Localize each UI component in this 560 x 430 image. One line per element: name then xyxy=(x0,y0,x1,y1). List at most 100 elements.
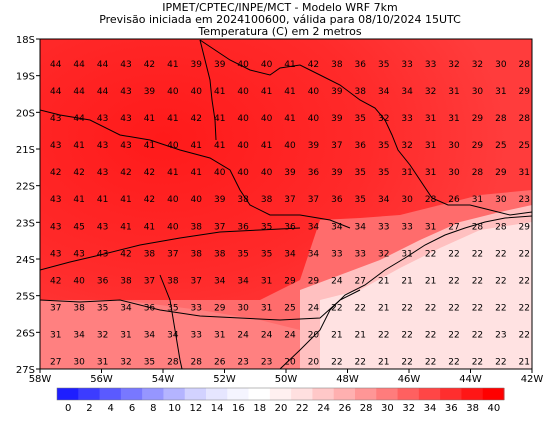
temperature-value: 36 xyxy=(355,141,367,151)
temperature-value: 33 xyxy=(401,60,412,70)
temperature-value: 40 xyxy=(237,141,249,151)
temperature-value: 35 xyxy=(355,195,366,205)
temperature-value: 35 xyxy=(355,114,366,124)
temperature-value: 34 xyxy=(331,222,343,232)
temperature-value: 29 xyxy=(472,141,484,151)
temperature-value: 43 xyxy=(120,141,131,151)
temperature-value: 41 xyxy=(144,141,155,151)
temperature-value: 43 xyxy=(120,87,131,97)
temperature-value: 38 xyxy=(355,87,367,97)
temperature-value: 31 xyxy=(425,114,436,124)
temperature-value: 28 xyxy=(495,222,507,232)
temperature-value: 40 xyxy=(167,195,179,205)
temperature-value: 31 xyxy=(448,87,459,97)
temperature-value: 22 xyxy=(448,276,459,286)
temperature-value: 37 xyxy=(167,249,178,259)
temperature-value: 28 xyxy=(519,60,531,70)
temperature-value: 39 xyxy=(191,60,203,70)
lat-label: 24S xyxy=(16,255,35,266)
temperature-value: 43 xyxy=(97,141,108,151)
temperature-value: 28 xyxy=(425,195,437,205)
colorbar-segment xyxy=(440,388,462,400)
lat-label: 25S xyxy=(16,292,35,303)
temperature-value: 45 xyxy=(73,222,84,232)
state-border-mid xyxy=(40,109,351,229)
temperature-value: 36 xyxy=(355,60,367,70)
longitude-axis: 58W 56W 54W 52W 50W 48W 46W 44W 42W xyxy=(29,369,544,385)
temperature-value: 31 xyxy=(97,358,108,368)
temperature-value: 28 xyxy=(519,114,531,124)
temperature-value: 24 xyxy=(261,330,273,340)
temperature-value: 30 xyxy=(237,303,249,313)
temperature-value: 41 xyxy=(191,141,202,151)
colorbar-label: 34 xyxy=(424,403,437,414)
temperature-value: 31 xyxy=(495,87,506,97)
temperature-value: 35 xyxy=(261,222,272,232)
temperature-value: 36 xyxy=(144,303,156,313)
temperature-value: 34 xyxy=(308,222,320,232)
colorbar-segment xyxy=(333,388,356,400)
colorbar-segment xyxy=(99,388,122,400)
temperature-value: 23 xyxy=(261,358,272,368)
temperature-value: 34 xyxy=(378,87,390,97)
temperature-value: 44 xyxy=(50,60,62,70)
temperature-value: 22 xyxy=(448,303,459,313)
temperature-value: 21 xyxy=(425,276,436,286)
temperature-value: 43 xyxy=(120,114,131,124)
temperature-value: 37 xyxy=(331,141,342,151)
temperature-value: 35 xyxy=(167,303,178,313)
temperature-value: 34 xyxy=(167,330,179,340)
temperature-value: 29 xyxy=(284,276,296,286)
temperature-value: 31 xyxy=(425,141,436,151)
state-border-south xyxy=(40,227,301,271)
temperature-value: 40 xyxy=(191,87,203,97)
borders xyxy=(40,39,532,369)
temperature-value: 30 xyxy=(495,60,507,70)
colorbar-label: 10 xyxy=(168,403,181,414)
temperature-values: 44 44 44 43 42 41 39 39 40 40 41 42 38 36 35 33 33 32 32 30… xyxy=(50,60,530,368)
temperature-value: 40 xyxy=(167,87,179,97)
temperature-value: 43 xyxy=(73,249,84,259)
lon-label: 50W xyxy=(275,374,298,385)
temperature-value: 33 xyxy=(191,330,202,340)
temperature-value: 22 xyxy=(519,330,530,340)
temperature-value: 31 xyxy=(120,330,131,340)
temperature-value: 22 xyxy=(519,249,530,259)
temperature-value: 22 xyxy=(401,330,412,340)
colorbar-labels: 0 2 4 6 8 10 12 14 16 18 20 22 24 26 28 30 32 34 36 38 40 xyxy=(65,403,500,414)
temperature-value: 37 xyxy=(50,303,61,313)
temperature-value: 41 xyxy=(261,141,272,151)
lat-label: 26S xyxy=(16,328,35,339)
temperature-value: 35 xyxy=(355,168,366,178)
temperature-value: 39 xyxy=(331,168,343,178)
lon-label: 44W xyxy=(459,374,482,385)
colorbar-label: 22 xyxy=(296,403,309,414)
temperature-value: 32 xyxy=(448,60,459,70)
temperature-value: 22 xyxy=(401,303,412,313)
temperature-value: 25 xyxy=(495,141,506,151)
temperature-value: 34 xyxy=(355,222,367,232)
temperature-value: 42 xyxy=(144,195,155,205)
temperature-value: 32 xyxy=(425,87,436,97)
temperature-value: 39 xyxy=(214,60,226,70)
temperature-value: 41 xyxy=(284,60,295,70)
temperature-value: 22 xyxy=(472,358,483,368)
temperature-value: 22 xyxy=(472,276,483,286)
temperature-value: 40 xyxy=(73,276,85,286)
temperature-value: 21 xyxy=(378,358,389,368)
temperature-value: 41 xyxy=(261,87,272,97)
temperature-value: 31 xyxy=(425,222,436,232)
temperature-value: 30 xyxy=(401,195,413,205)
lon-label: 46W xyxy=(398,374,421,385)
temperature-value: 31 xyxy=(50,330,61,340)
temperature-value: 30 xyxy=(448,141,460,151)
temperature-value: 34 xyxy=(237,276,249,286)
colorbar-label: 40 xyxy=(487,403,500,414)
temperature-value: 31 xyxy=(401,249,412,259)
state-border-west xyxy=(199,39,217,141)
lon-label: 42W xyxy=(521,374,544,385)
temperature-value: 38 xyxy=(237,195,249,205)
temperature-value: 32 xyxy=(472,60,483,70)
temperature-value: 30 xyxy=(472,87,484,97)
temperature-value: 24 xyxy=(331,276,343,286)
